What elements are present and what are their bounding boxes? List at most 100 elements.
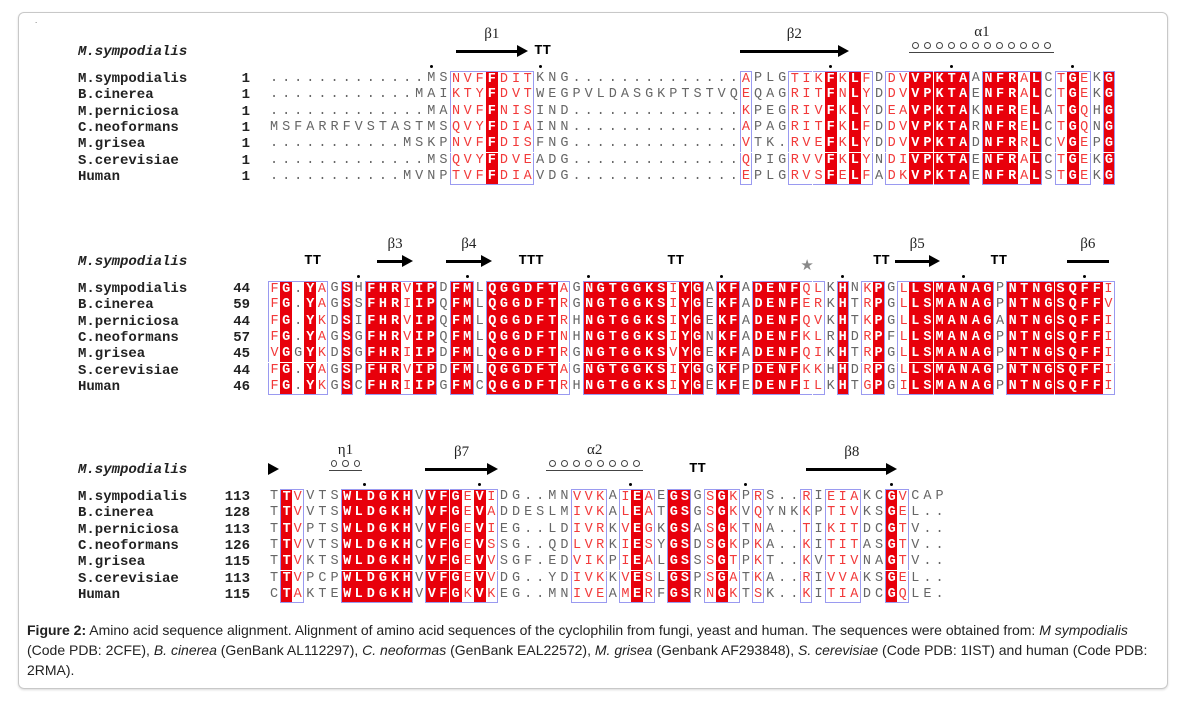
residue: P — [425, 329, 438, 347]
residue: . — [330, 71, 339, 86]
helix-loop — [1007, 42, 1015, 49]
residue: . — [572, 136, 581, 152]
position-dot — [889, 483, 893, 486]
residue: P — [741, 554, 750, 570]
residue: V — [473, 505, 486, 522]
residue: . — [390, 87, 400, 103]
residue: L — [909, 378, 922, 396]
residue: D — [752, 281, 765, 298]
residue: I — [1102, 378, 1115, 396]
residue: V — [909, 136, 922, 153]
residue: T — [1018, 346, 1031, 363]
residue: A — [1018, 71, 1031, 87]
residue: I — [536, 119, 545, 135]
residue: . — [378, 152, 387, 168]
residue: A — [705, 281, 714, 296]
residue: L — [475, 346, 484, 362]
residue: T — [280, 521, 293, 538]
residue: V — [425, 505, 438, 522]
residue: D — [885, 87, 897, 104]
residue: F — [727, 297, 740, 314]
residue: G — [667, 521, 680, 538]
residue: I — [1103, 313, 1115, 330]
residue: D — [548, 152, 557, 168]
residue: F — [473, 71, 486, 87]
residue: I — [667, 281, 680, 297]
residue: Y — [475, 87, 484, 103]
residue: V — [415, 168, 424, 184]
residue: I — [413, 297, 426, 314]
residue: G — [449, 570, 462, 587]
residue: G — [643, 521, 656, 538]
residue: W — [340, 489, 353, 506]
residue: K — [595, 570, 607, 587]
residue: F — [1078, 378, 1091, 396]
residue: . — [378, 136, 387, 152]
helix-loop — [911, 42, 919, 49]
species-name: M.perniciosa — [78, 103, 179, 120]
residue: . — [669, 71, 678, 86]
residue: L — [909, 329, 922, 347]
residue: N — [981, 71, 994, 88]
residue: N — [548, 71, 557, 86]
residue: T — [945, 119, 958, 137]
residue: V — [849, 554, 861, 571]
residue: A — [957, 136, 970, 153]
residue: G — [618, 378, 631, 396]
residue: . — [596, 71, 605, 86]
residue: K — [933, 87, 946, 104]
residue: . — [306, 87, 315, 103]
start-position: 44 — [233, 313, 250, 330]
residue: V — [813, 313, 825, 330]
residue: Q — [548, 537, 557, 553]
residue: G — [510, 297, 523, 314]
helix-coil — [546, 460, 644, 471]
species-name: Human — [78, 586, 121, 603]
species-name: B.cinerea — [78, 505, 154, 522]
residue: L — [909, 313, 922, 330]
residue: M — [427, 71, 436, 86]
residue: M — [933, 297, 946, 314]
residue: N — [548, 119, 557, 135]
residue: E — [814, 136, 823, 152]
residue: K — [766, 136, 775, 152]
residue: Y — [679, 362, 692, 379]
residue: E — [764, 313, 777, 330]
residue: D — [560, 103, 569, 119]
residue: N — [1006, 378, 1019, 396]
species-name: B.cinerea — [78, 297, 154, 314]
residue: F — [437, 586, 450, 604]
residue: V — [899, 87, 908, 103]
residue: R — [788, 119, 800, 137]
reference-species-header: M.sympodialis — [78, 462, 188, 478]
residue: Q — [439, 313, 448, 329]
residue: L — [548, 521, 557, 537]
residue: G — [1102, 136, 1115, 153]
residue: . — [403, 87, 412, 103]
residue: . — [330, 152, 339, 168]
residue: . — [778, 570, 787, 586]
residue: T — [415, 119, 424, 135]
residue: Q — [485, 378, 498, 396]
residue: . — [657, 152, 666, 168]
residue: E — [741, 378, 750, 394]
residue: I — [838, 554, 847, 570]
residue: . — [403, 71, 412, 86]
residue: . — [403, 152, 412, 168]
helix-loop — [923, 42, 931, 49]
residue: G — [981, 281, 994, 298]
residue: N — [981, 103, 994, 120]
residue: P — [741, 489, 750, 504]
residue: S — [921, 346, 934, 363]
residue: I — [413, 313, 426, 330]
residue: I — [1103, 362, 1115, 379]
residue: T — [849, 521, 861, 538]
residue: G — [778, 168, 787, 184]
residue: G — [885, 554, 898, 571]
residue: . — [693, 103, 702, 119]
residue: . — [657, 136, 666, 152]
caption-figure-label: Figure 2: — [27, 622, 87, 638]
residue: T — [280, 554, 293, 571]
residue: K — [389, 537, 402, 555]
residue: D — [885, 168, 898, 186]
